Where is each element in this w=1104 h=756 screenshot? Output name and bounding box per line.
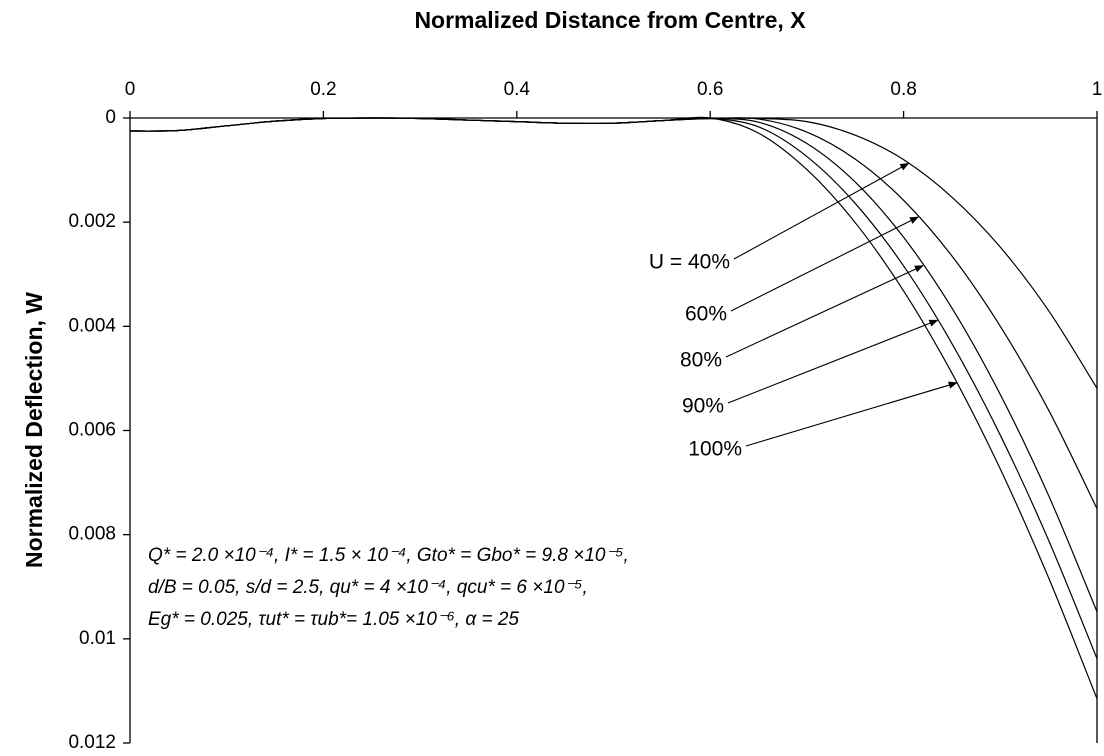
label-arrow — [725, 265, 924, 358]
y-tick-label: 0.01 — [79, 628, 116, 649]
y-axis-title: Normalized Deflection, W — [21, 292, 47, 568]
y-tick-label: 0.004 — [68, 315, 116, 336]
parameter-note: d/B = 0.05, s/d = 2.5, qu* = 4 ×10⁻⁴, qc… — [148, 577, 588, 598]
series-line — [129, 117, 1098, 509]
x-tick-label: 0.6 — [697, 79, 723, 100]
series-line — [129, 117, 1098, 612]
series-line — [129, 117, 1098, 389]
y-tick-label: 0.002 — [68, 211, 116, 232]
series-label: 80% — [680, 349, 722, 372]
parameter-note: Q* = 2.0 ×10⁻⁴, I* = 1.5 × 10⁻⁴, Gto* = … — [148, 545, 629, 566]
series-label: U = 40% — [649, 251, 730, 274]
series-line — [129, 116, 1098, 699]
x-axis-title: Normalized Distance from Centre, X — [414, 7, 806, 33]
label-arrow — [730, 216, 919, 312]
parameter-note: Eg* = 0.025, τut* = τub*= 1.05 ×10⁻⁶, α … — [148, 609, 519, 630]
series-label: 90% — [682, 395, 724, 418]
label-arrow — [727, 319, 939, 404]
label-arrow — [745, 381, 958, 447]
x-tick-label: 0.8 — [890, 79, 916, 100]
y-tick-label: 0 — [105, 107, 116, 128]
y-tick-label: 0.012 — [68, 732, 116, 753]
y-tick-label: 0.006 — [68, 420, 116, 441]
x-tick-label: 0.2 — [310, 79, 336, 100]
x-tick-label: 0 — [125, 79, 136, 100]
series-label: 60% — [685, 303, 727, 326]
series-label: 100% — [688, 438, 742, 461]
label-arrow — [733, 162, 910, 260]
x-tick-label: 1 — [1092, 79, 1103, 100]
x-tick-label: 0.4 — [504, 79, 531, 100]
y-tick-label: 0.008 — [68, 524, 116, 545]
